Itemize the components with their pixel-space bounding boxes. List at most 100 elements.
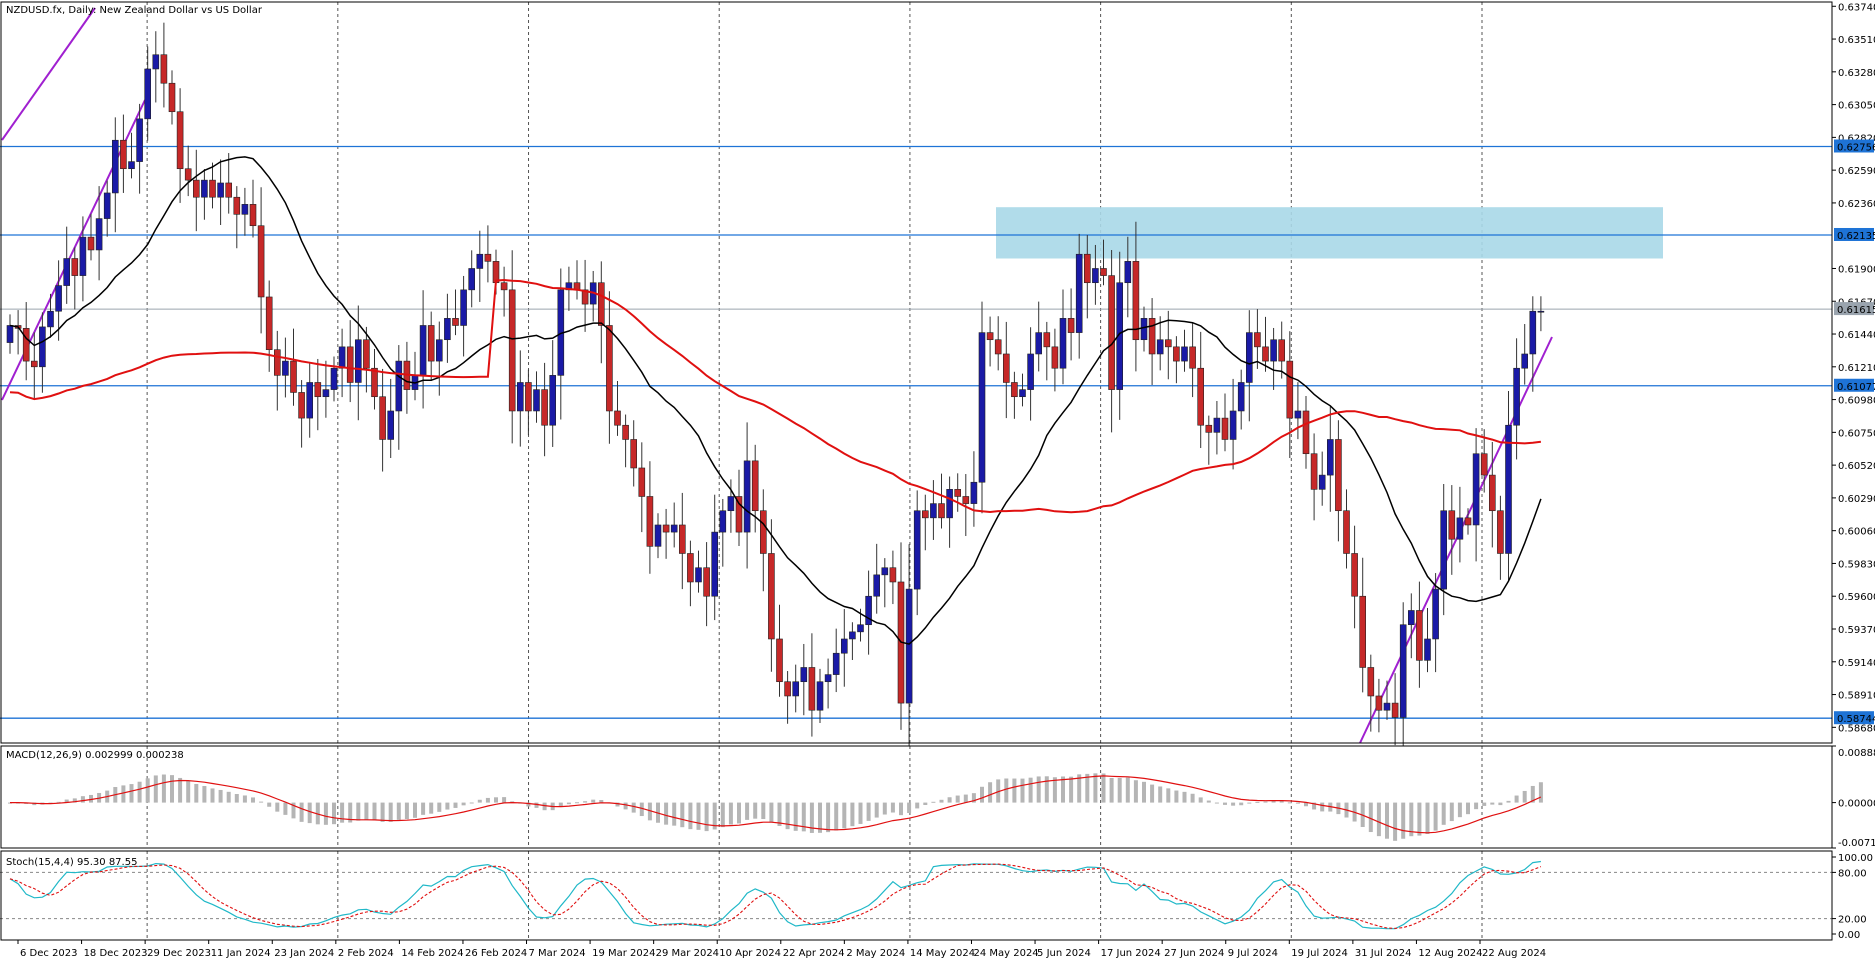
candle-body: [921, 510, 929, 519]
macd-bar: [1101, 773, 1106, 803]
price-line-tag: [1834, 227, 1874, 241]
candle-body: [298, 392, 305, 419]
candle-body: [1278, 339, 1285, 362]
macd-bar: [850, 802, 855, 827]
macd-bar: [1263, 801, 1268, 803]
macd-bar: [1158, 786, 1163, 803]
candle-body: [1408, 610, 1415, 626]
candle-body: [1424, 638, 1431, 661]
candle-body: [273, 349, 281, 376]
x-tick-label: 24 May 2024: [973, 948, 1038, 959]
macd-bar: [858, 802, 863, 824]
candle-body: [444, 318, 451, 341]
macd-bar: [218, 789, 223, 803]
candle-body: [1448, 510, 1456, 540]
price-line-label: 0.61077: [1837, 382, 1875, 393]
candle-body: [1310, 453, 1318, 490]
candle-body: [1124, 261, 1132, 284]
macd-bar: [558, 802, 563, 807]
candle-body: [371, 367, 378, 398]
candle-body: [468, 268, 476, 291]
macd-bar: [1133, 780, 1138, 803]
candle-body: [1472, 453, 1480, 526]
candle-body: [1075, 253, 1083, 333]
macd-bar: [1474, 802, 1479, 810]
candle-body: [322, 389, 330, 398]
macd-bar: [1044, 776, 1049, 803]
candle-body: [160, 54, 168, 84]
macd-bar: [194, 783, 199, 803]
candle-body: [776, 638, 783, 683]
candle-body: [1529, 310, 1537, 355]
candle-body: [508, 289, 516, 412]
candle-body: [849, 631, 856, 640]
macd-bar: [64, 799, 69, 803]
candle-body: [857, 624, 864, 633]
candle-body: [136, 118, 143, 162]
candle-body: [970, 481, 978, 504]
price-lines-layer: [0, 145, 1832, 719]
price-line-label: 0.58744: [1837, 714, 1875, 725]
macd-bar: [56, 801, 61, 803]
candle-body: [1100, 268, 1107, 276]
candle-body: [63, 258, 71, 286]
candle-body: [460, 289, 467, 326]
macd-bar: [1052, 777, 1057, 803]
candle-body: [832, 652, 840, 675]
candle-body: [719, 510, 727, 533]
macd-bar: [599, 800, 604, 803]
macd-bar: [421, 802, 426, 815]
macd-bar: [1409, 802, 1414, 837]
candle-body: [22, 328, 30, 362]
macd-bar: [1142, 781, 1146, 803]
candle-body: [1181, 346, 1188, 362]
candle-body: [1294, 410, 1302, 419]
macd-bar: [145, 778, 150, 803]
supply-zone-layer: [996, 207, 1663, 259]
candle-body: [1537, 310, 1545, 313]
candle-body: [1092, 268, 1099, 284]
macd-bar: [988, 782, 993, 803]
candle-body: [128, 161, 135, 170]
macd-bar: [1401, 802, 1406, 839]
candle-body: [1002, 353, 1010, 383]
macd-bar: [915, 802, 920, 809]
macd-bar: [971, 793, 976, 803]
x-tick-label: 5 Jun 2024: [1037, 948, 1091, 959]
x-tick-label: 14 Feb 2024: [401, 948, 463, 959]
candle-body: [1051, 346, 1059, 369]
candle-body: [217, 182, 224, 198]
macd-bar: [348, 802, 353, 823]
candle-body: [1035, 332, 1042, 355]
macd-bar: [834, 802, 839, 831]
macd-bar: [89, 794, 93, 803]
macd-bar: [72, 798, 77, 803]
candle-body: [1221, 417, 1229, 440]
candle-body: [541, 389, 548, 426]
candle-body: [1489, 474, 1496, 512]
stoch-y-label: 20.00: [1838, 915, 1867, 926]
macd-bar: [461, 802, 466, 806]
candle-body: [1027, 353, 1034, 390]
candle-body: [962, 496, 970, 504]
macd-bar: [980, 786, 984, 803]
macd-bar: [809, 802, 814, 833]
candle-body: [387, 410, 395, 440]
candle-body: [614, 410, 621, 426]
candle-body: [1399, 624, 1407, 718]
candle-body: [1391, 702, 1399, 718]
macd-bar: [510, 801, 515, 803]
stoch-y-label: 80.00: [1838, 868, 1867, 879]
macd-bar: [380, 802, 385, 822]
